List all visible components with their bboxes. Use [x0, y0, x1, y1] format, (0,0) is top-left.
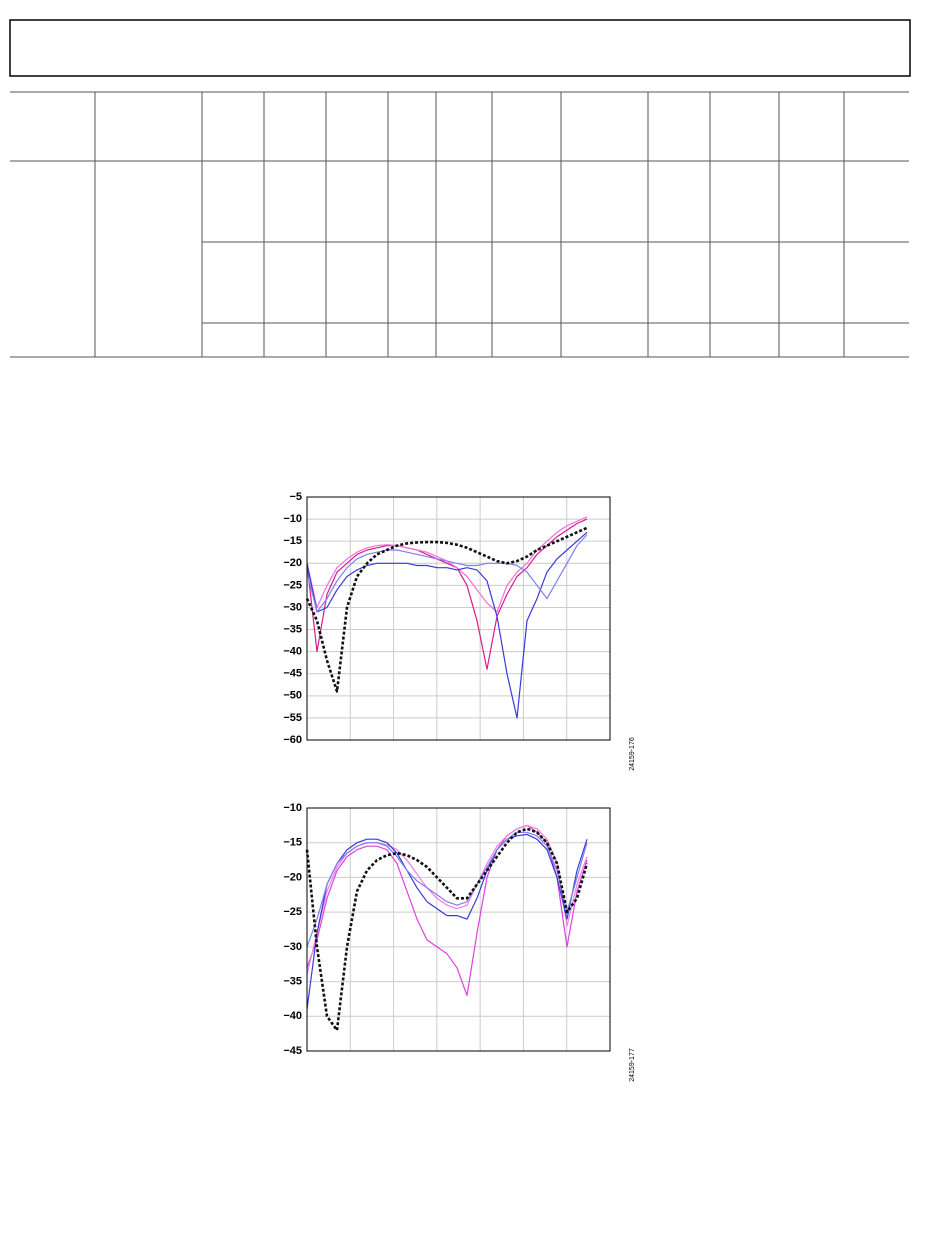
plot-frame	[306, 807, 611, 1052]
series-line	[305, 827, 589, 1032]
y-tick-label: −20	[283, 557, 302, 569]
table-grid	[10, 91, 909, 358]
header-box	[9, 19, 911, 77]
y-tick-label: −15	[283, 837, 302, 849]
y-tick-label: −10	[283, 802, 302, 814]
plot-frame	[306, 496, 611, 741]
y-tick-label: −35	[283, 623, 302, 635]
series-line	[305, 526, 588, 693]
series-line	[306, 534, 588, 613]
series-line	[306, 831, 588, 948]
plot-area	[307, 808, 610, 1051]
y-tick-label: −25	[283, 579, 302, 591]
y-tick-label: −50	[283, 690, 302, 702]
series-line	[306, 833, 588, 1010]
y-tick-label: −40	[283, 1010, 302, 1022]
y-tick-label: −60	[283, 734, 302, 746]
series-line	[306, 824, 588, 997]
y-tick-label: −30	[283, 941, 302, 953]
y-tick-label: −40	[283, 646, 302, 658]
y-tick-label: −30	[283, 601, 302, 613]
y-tick-label: −20	[283, 871, 302, 883]
y-tick-label: −45	[283, 668, 302, 680]
y-tick-label: −15	[283, 535, 302, 547]
y-tick-label: −55	[283, 712, 302, 724]
figure-id: 24159-176	[629, 737, 636, 771]
plot-area	[307, 497, 610, 740]
y-tick-label: −25	[283, 906, 302, 918]
y-tick-label: −5	[289, 491, 302, 503]
series-line	[306, 518, 588, 670]
figure-id: 24159-177	[629, 1048, 636, 1082]
y-tick-label: −10	[283, 513, 302, 525]
y-tick-label: −35	[283, 975, 302, 987]
y-tick-label: −45	[283, 1045, 302, 1057]
